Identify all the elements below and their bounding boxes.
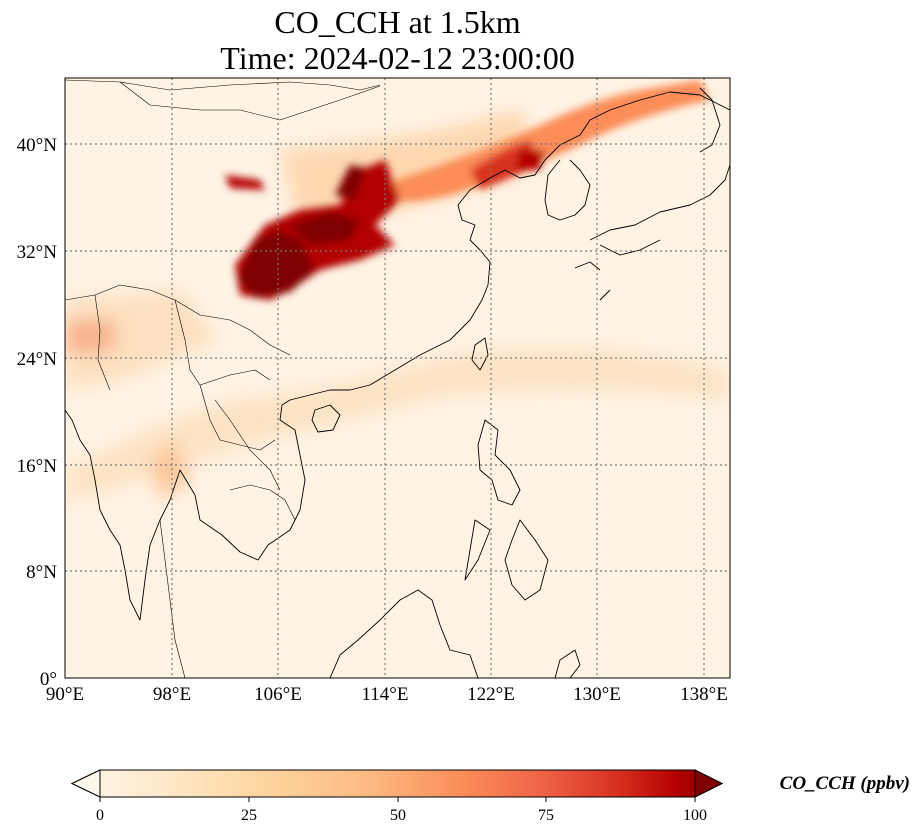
colorbar-tick-label: 0 bbox=[96, 807, 104, 824]
mainland-coastline bbox=[65, 91, 730, 621]
sulawesi-coastline bbox=[554, 649, 581, 678]
colorbar-label: CO_CCH (ppbv) bbox=[780, 773, 910, 794]
y-tick-label: 32°N bbox=[17, 242, 58, 263]
co-concentration-field bbox=[65, 78, 730, 678]
map-subtitle-time: Time: 2024-02-12 23:00:00 bbox=[220, 40, 575, 76]
y-tick-label: 0° bbox=[40, 669, 57, 690]
hainan-coastline bbox=[311, 404, 341, 433]
x-tick-label: 90°E bbox=[46, 684, 84, 705]
colorbar-tick-label: 100 bbox=[683, 807, 707, 824]
taiwan-coastline bbox=[471, 337, 489, 371]
map-title: CO_CCH at 1.5km bbox=[274, 4, 521, 40]
graticule bbox=[65, 78, 730, 678]
borneo-coastline bbox=[329, 589, 479, 678]
colorbar-tick-label: 25 bbox=[241, 807, 257, 824]
y-tick-label: 24°N bbox=[17, 349, 58, 370]
colorbar-extend-low bbox=[70, 769, 101, 798]
japan-coastline bbox=[574, 164, 730, 301]
map-frame bbox=[64, 77, 731, 679]
japan-north-coastline bbox=[699, 87, 721, 153]
colorbar: 0 25 50 75 100 CO_CCH (ppbv) bbox=[70, 769, 910, 824]
y-tick-label: 40°N bbox=[17, 135, 58, 156]
colorbar-gradient bbox=[70, 769, 724, 798]
x-tick-label: 114°E bbox=[362, 684, 409, 705]
colorbar-tick-label: 50 bbox=[390, 807, 406, 824]
x-tick-label: 130°E bbox=[573, 684, 621, 705]
y-axis-labels: 0° 8°N 16°N 24°N 32°N 40°N bbox=[17, 135, 58, 690]
colorbar-extend-high bbox=[694, 769, 724, 798]
x-tick-label: 138°E bbox=[680, 684, 728, 705]
y-tick-label: 16°N bbox=[17, 456, 58, 477]
x-axis-labels: 90°E 98°E 106°E 114°E 122°E 130°E 138°E bbox=[46, 684, 728, 705]
korea-coastline bbox=[544, 159, 591, 221]
coastlines-and-borders bbox=[65, 79, 730, 678]
x-tick-label: 98°E bbox=[153, 684, 191, 705]
x-tick-label: 106°E bbox=[254, 684, 302, 705]
y-tick-label: 8°N bbox=[26, 562, 57, 583]
co-plume-high bbox=[225, 80, 710, 300]
country-borders bbox=[65, 79, 381, 678]
colorbar-tick-label: 75 bbox=[538, 807, 554, 824]
x-tick-label: 122°E bbox=[467, 684, 515, 705]
philippines-coastline bbox=[464, 419, 549, 601]
colorbar-ticks bbox=[99, 797, 696, 802]
